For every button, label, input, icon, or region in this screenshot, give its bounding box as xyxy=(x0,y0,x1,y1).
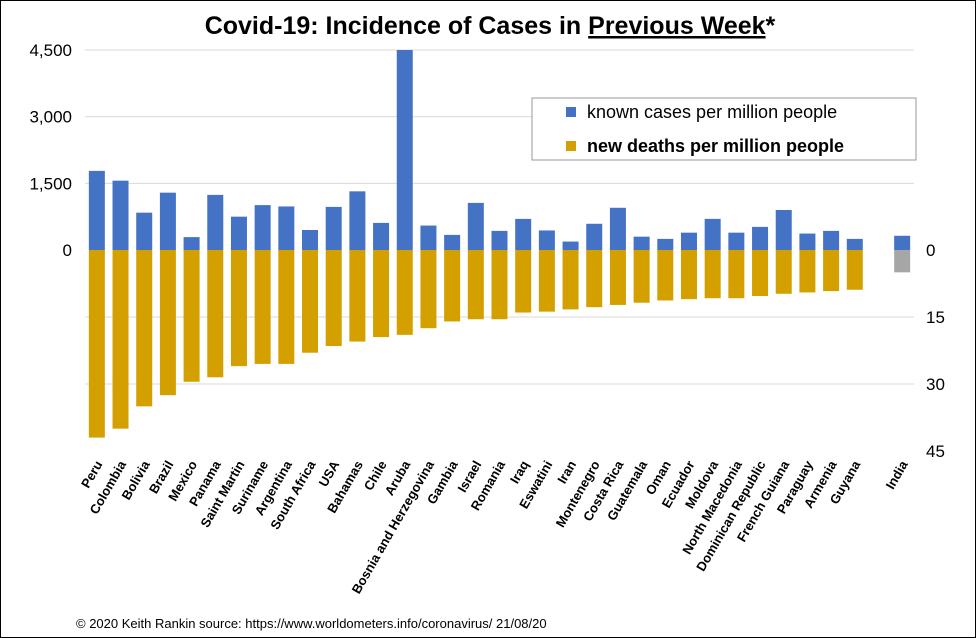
bar-deaths-costa-rica xyxy=(609,250,626,305)
bar-cases-french-guiana xyxy=(775,210,792,250)
bar-deaths-ecuador xyxy=(680,250,697,300)
bar-cases-panama xyxy=(207,194,224,250)
chart-title-suffix: * xyxy=(766,12,776,40)
bar-cases-brazil xyxy=(159,192,176,250)
bar-deaths-south-africa xyxy=(302,250,319,353)
bar-cases-bahamas xyxy=(349,191,366,250)
bar-deaths-chile xyxy=(373,250,390,338)
bar-cases-dominican-republic xyxy=(752,226,769,250)
bar-deaths-peru xyxy=(88,250,105,438)
bar-deaths-dominican-republic xyxy=(752,250,769,297)
bar-cases-mexico xyxy=(183,237,200,250)
bar-cases-bosnia-and-herzegovina xyxy=(420,225,437,250)
bar-deaths-french-guiana xyxy=(775,250,792,294)
bar-deaths-moldova xyxy=(704,250,721,299)
chart-title-main: Covid-19: Incidence of Cases in xyxy=(205,12,588,40)
bar-cases-usa xyxy=(325,206,342,250)
bar-deaths-panama xyxy=(207,250,224,378)
bar-deaths-saint-martin xyxy=(230,250,247,367)
bar-cases-oman xyxy=(657,238,674,250)
bar-cases-argentina xyxy=(278,206,295,250)
y-right-tick-label: 30 xyxy=(926,375,945,394)
bar-cases-ecuador xyxy=(680,232,697,250)
bar-cases-bolivia xyxy=(136,212,153,250)
bar-cases-colombia xyxy=(112,180,129,250)
legend-swatch-deaths xyxy=(566,141,576,151)
bar-cases-iran xyxy=(562,241,579,250)
bar-deaths-suriname xyxy=(254,250,271,364)
y-right-tick-label: 15 xyxy=(926,308,945,327)
bar-cases-guyana xyxy=(846,238,863,250)
bar-cases-north-macedonia xyxy=(728,232,745,250)
legend-label-cases: known cases per million people xyxy=(587,102,837,122)
bar-deaths-argentina xyxy=(278,250,295,364)
bar-cases-eswatini xyxy=(538,230,555,250)
legend-label-deaths: new deaths per million people xyxy=(587,136,844,156)
bar-cases-moldova xyxy=(704,218,721,250)
bar-cases-costa-rica xyxy=(609,207,626,250)
legend-box xyxy=(531,97,917,161)
bars xyxy=(88,50,911,438)
bar-deaths-paraguay xyxy=(799,250,816,293)
bar-deaths-montenegro xyxy=(586,250,603,308)
bar-deaths-romania xyxy=(491,250,508,320)
bar-deaths-india xyxy=(894,250,911,273)
bar-cases-south-africa xyxy=(302,230,319,250)
bar-deaths-guyana xyxy=(846,250,863,290)
bar-cases-chile xyxy=(373,222,390,250)
legend-swatch-cases xyxy=(566,107,576,117)
y-left-tick-label: 3,000 xyxy=(29,108,72,127)
bar-cases-armenia xyxy=(823,230,840,250)
chart-title: Covid-19: Incidence of Cases in Previous… xyxy=(205,12,776,40)
bar-deaths-gambia xyxy=(444,250,461,322)
bar-cases-romania xyxy=(491,230,508,250)
bar-cases-peru xyxy=(88,170,105,250)
bar-cases-paraguay xyxy=(799,233,816,250)
bar-cases-iraq xyxy=(515,218,532,250)
bar-deaths-mexico xyxy=(183,250,200,382)
bar-cases-aruba xyxy=(396,50,413,250)
bar-deaths-aruba xyxy=(396,250,413,335)
y-left-tick-label: 1,500 xyxy=(29,174,72,193)
bar-cases-india xyxy=(894,235,911,250)
bar-deaths-israel xyxy=(467,250,484,320)
bar-deaths-iran xyxy=(562,250,579,310)
bar-cases-saint-martin xyxy=(230,216,247,250)
bar-deaths-guatemala xyxy=(633,250,650,303)
bar-deaths-oman xyxy=(657,250,674,301)
y-left-tick-label: 0 xyxy=(63,241,72,260)
bar-deaths-armenia xyxy=(823,250,840,292)
legend: known cases per million people new death… xyxy=(531,97,917,161)
bar-deaths-colombia xyxy=(112,250,129,429)
footer-credit: © 2020 Keith Rankin source: https://www.… xyxy=(76,616,547,631)
bar-deaths-brazil xyxy=(159,250,176,396)
y-left-tick-label: 4,500 xyxy=(29,41,72,60)
y-axis-left: 4,500 3,000 1,500 0 xyxy=(29,41,72,260)
y-right-tick-label: 45 xyxy=(926,442,945,461)
chart-title-underlined: Previous Week xyxy=(588,12,766,40)
bar-deaths-usa xyxy=(325,250,342,347)
bar-cases-gambia xyxy=(444,234,461,250)
bar-cases-suriname xyxy=(254,205,271,250)
bar-deaths-bolivia xyxy=(136,250,153,407)
bar-cases-montenegro xyxy=(586,223,603,250)
bar-cases-israel xyxy=(467,202,484,250)
bar-deaths-bosnia-and-herzegovina xyxy=(420,250,437,329)
bar-deaths-bahamas xyxy=(349,250,366,342)
bar-cases-guatemala xyxy=(633,236,650,250)
bar-deaths-north-macedonia xyxy=(728,250,745,299)
bar-deaths-iraq xyxy=(515,250,532,313)
y-right-tick-label: 0 xyxy=(926,241,935,260)
bar-deaths-eswatini xyxy=(538,250,555,312)
y-axis-right: 0 15 30 45 xyxy=(926,241,945,461)
